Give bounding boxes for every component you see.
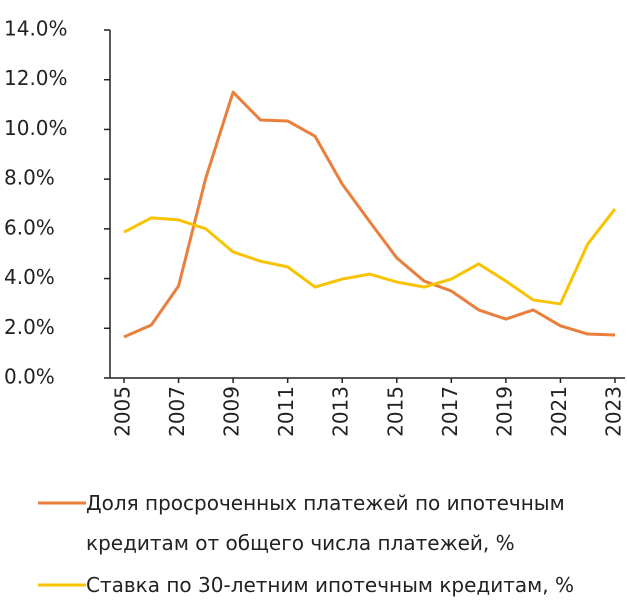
y-tick-label: 10.0% bbox=[4, 116, 68, 140]
x-tick-label: 2023 bbox=[602, 386, 626, 437]
x-tick-label: 2007 bbox=[165, 386, 189, 437]
x-tick-label: 2009 bbox=[220, 386, 244, 437]
series-line bbox=[123, 208, 617, 306]
y-tick-label: 12.0% bbox=[4, 66, 68, 90]
series-line bbox=[123, 90, 616, 339]
x-tick-label: 2011 bbox=[274, 386, 298, 437]
legend-label: Доля просроченных платежей по ипотечным … bbox=[86, 491, 565, 555]
y-tick-label: 8.0% bbox=[4, 166, 55, 190]
legend-label: Ставка по 30-летним ипотечным кредитам, … bbox=[86, 573, 574, 597]
x-tick-label: 2005 bbox=[111, 386, 135, 437]
y-tick-label: 2.0% bbox=[4, 315, 55, 339]
y-tick-label: 4.0% bbox=[4, 265, 55, 289]
x-tick-label: 2015 bbox=[383, 386, 407, 437]
x-tick-label: 2013 bbox=[329, 386, 353, 437]
y-tick-label: 14.0% bbox=[4, 17, 68, 41]
y-tick-label: 6.0% bbox=[4, 215, 55, 239]
y-tick-label: 0.0% bbox=[4, 365, 55, 389]
x-tick-label: 2019 bbox=[492, 386, 516, 437]
x-tick-label: 2017 bbox=[438, 386, 462, 437]
x-tick-label: 2021 bbox=[547, 386, 571, 437]
